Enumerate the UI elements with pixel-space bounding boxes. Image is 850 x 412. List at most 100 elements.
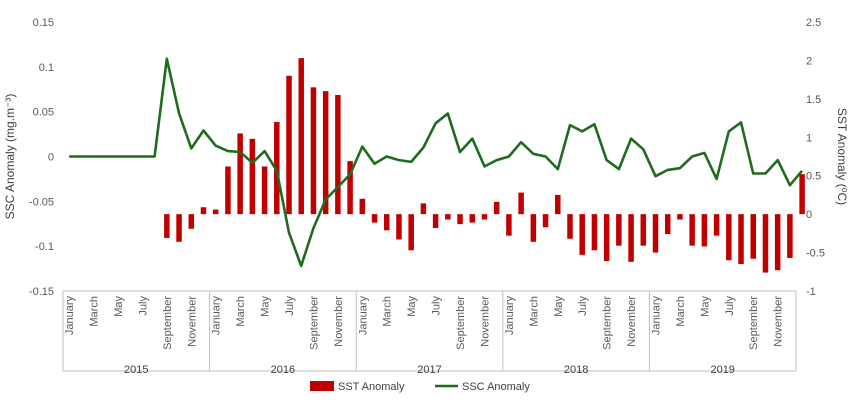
right-tick-label: 1 bbox=[806, 132, 812, 144]
sst-bar bbox=[640, 214, 647, 246]
month-label: March bbox=[382, 296, 394, 327]
sst-bar bbox=[603, 214, 610, 262]
month-label: May bbox=[406, 296, 418, 317]
sst-bar bbox=[371, 214, 378, 223]
sst-bar bbox=[616, 214, 622, 246]
month-label: November bbox=[773, 296, 785, 347]
month-label: May bbox=[260, 296, 272, 317]
sst-bar bbox=[359, 198, 366, 215]
sst-bar bbox=[200, 207, 207, 215]
sst-bar bbox=[335, 95, 341, 215]
sst-bar bbox=[176, 214, 182, 242]
left-tick-label: 0.1 bbox=[39, 62, 54, 74]
right-tick-label: -0.5 bbox=[806, 248, 825, 260]
right-tick-label: -1 bbox=[806, 286, 816, 298]
month-label: September bbox=[455, 296, 467, 350]
ssc-line bbox=[69, 57, 804, 268]
year-label: 2017 bbox=[417, 364, 441, 376]
sst-bar bbox=[286, 75, 292, 215]
sst-bar bbox=[774, 214, 781, 271]
left-axis-title: SSC Anomaly (mg.m⁻³) bbox=[3, 94, 17, 220]
left-tick-label: 0.15 bbox=[33, 17, 54, 29]
right-tick-label: 0.5 bbox=[806, 171, 821, 183]
sst-bar bbox=[726, 214, 732, 261]
sst-bar bbox=[261, 166, 268, 215]
sst-bar bbox=[628, 214, 634, 262]
month-label: September bbox=[162, 296, 174, 350]
legend-sst-swatch bbox=[310, 381, 334, 391]
month-label: November bbox=[479, 296, 491, 347]
sst-bar bbox=[445, 214, 451, 220]
sst-bar bbox=[274, 121, 280, 215]
axes-group bbox=[62, 290, 797, 372]
sst-bar bbox=[579, 214, 585, 255]
month-label: March bbox=[89, 296, 101, 327]
month-label: November bbox=[333, 296, 345, 347]
month-label: July bbox=[431, 296, 443, 316]
sst-bar bbox=[689, 214, 695, 246]
month-label: September bbox=[602, 296, 614, 350]
legend-sst-label: SST Anomaly bbox=[338, 381, 405, 393]
sst-bar bbox=[396, 214, 402, 240]
month-label: January bbox=[211, 296, 223, 336]
month-label: November bbox=[186, 296, 198, 347]
sst-bar bbox=[738, 214, 744, 265]
left-tick-label: 0.05 bbox=[33, 107, 54, 119]
sst-bar bbox=[249, 138, 256, 215]
month-label: September bbox=[748, 296, 760, 350]
right-tick-label: 1.5 bbox=[806, 94, 821, 106]
right-tick-label: 2.5 bbox=[806, 17, 821, 29]
right-tick-label: 2 bbox=[806, 55, 812, 67]
year-label: 2019 bbox=[710, 364, 734, 376]
legend: SST Anomaly SSC Anomaly bbox=[310, 381, 530, 393]
sst-bar bbox=[506, 214, 512, 236]
sst-bar bbox=[457, 214, 463, 225]
sst-bar bbox=[212, 209, 219, 215]
sst-bar bbox=[188, 214, 195, 229]
sst-bar bbox=[762, 214, 769, 273]
sst-bar bbox=[408, 214, 414, 251]
left-tick-label: -0.1 bbox=[35, 241, 54, 253]
sst-bar bbox=[567, 214, 573, 239]
sst-bar bbox=[298, 58, 304, 215]
sst-bar bbox=[664, 214, 671, 235]
month-label: July bbox=[284, 296, 296, 316]
sst-bar bbox=[469, 214, 476, 223]
sst-bar bbox=[787, 214, 793, 258]
sst-bar bbox=[237, 133, 243, 215]
month-label: May bbox=[113, 296, 125, 317]
month-label: March bbox=[675, 296, 687, 327]
sst-bar bbox=[432, 214, 439, 228]
month-label: January bbox=[64, 296, 76, 336]
sst-bar bbox=[420, 203, 427, 215]
sst-bar bbox=[322, 91, 329, 215]
sst-bar bbox=[542, 214, 549, 228]
month-label: July bbox=[137, 296, 149, 316]
sst-bar bbox=[701, 214, 708, 247]
sst-bar bbox=[591, 214, 598, 251]
month-label: July bbox=[724, 296, 736, 316]
sst-bar bbox=[677, 214, 683, 220]
legend-ssc-label: SSC Anomaly bbox=[462, 381, 530, 393]
year-label: 2015 bbox=[124, 364, 148, 376]
month-label: November bbox=[626, 296, 638, 347]
month-label: January bbox=[504, 296, 516, 336]
sst-bar bbox=[652, 214, 659, 253]
year-label: 2016 bbox=[271, 364, 295, 376]
month-label: March bbox=[235, 296, 247, 327]
month-label: January bbox=[651, 296, 663, 336]
sst-bar bbox=[555, 194, 561, 215]
labels-group: 0.15 0.1 0.05 0 -0.05 -0.1 -0.15 2.5 2 1.5 1 0.5 0 -0… bbox=[3, 17, 849, 376]
right-tick-label: 0 bbox=[806, 209, 812, 221]
sst-bar bbox=[225, 166, 231, 215]
sst-bar bbox=[310, 87, 317, 215]
sst-bar bbox=[518, 192, 524, 215]
sst-bar bbox=[493, 201, 500, 215]
left-tick-label: -0.15 bbox=[29, 286, 54, 298]
month-label: May bbox=[553, 296, 565, 317]
sst-bar bbox=[713, 214, 720, 236]
sst-bar bbox=[164, 214, 170, 238]
month-label: September bbox=[308, 296, 320, 350]
sst-bar bbox=[383, 214, 390, 231]
